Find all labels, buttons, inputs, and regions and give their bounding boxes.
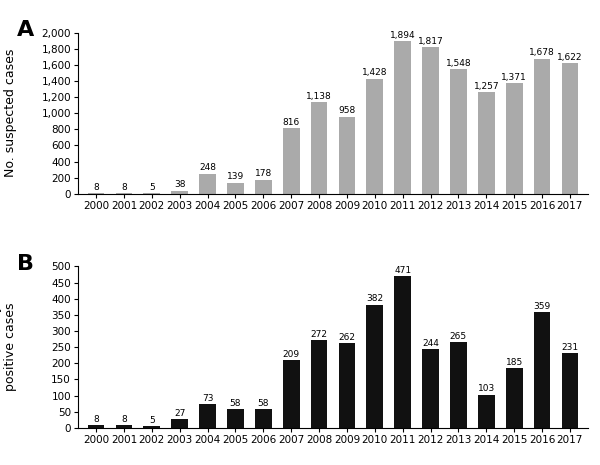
Text: 8: 8 [93, 415, 99, 424]
Text: 382: 382 [366, 294, 383, 303]
Text: 1,678: 1,678 [529, 48, 555, 57]
Bar [227, 409, 244, 428]
Text: 8: 8 [121, 183, 127, 192]
Text: 1,138: 1,138 [306, 92, 332, 100]
Text: 185: 185 [506, 358, 523, 367]
Bar [199, 404, 216, 428]
Text: 27: 27 [174, 409, 185, 418]
Bar [311, 340, 328, 428]
Text: 958: 958 [338, 106, 356, 115]
Bar [533, 312, 550, 428]
Text: 471: 471 [394, 266, 411, 274]
Text: 265: 265 [450, 332, 467, 341]
Bar [367, 305, 383, 428]
Bar [283, 128, 299, 194]
Text: 272: 272 [311, 330, 328, 339]
Text: 103: 103 [478, 384, 495, 393]
Bar [255, 409, 272, 428]
Bar [562, 353, 578, 428]
Text: 178: 178 [255, 169, 272, 178]
Text: 244: 244 [422, 339, 439, 348]
Bar [506, 83, 523, 194]
Text: 248: 248 [199, 163, 216, 173]
Bar [450, 342, 467, 428]
Bar [422, 47, 439, 194]
Bar [533, 59, 550, 194]
Text: B: B [17, 253, 34, 273]
Text: 58: 58 [230, 399, 241, 408]
Bar [338, 343, 355, 428]
Text: 1,894: 1,894 [390, 31, 415, 40]
Bar [367, 79, 383, 194]
Text: 359: 359 [533, 302, 551, 311]
Text: 8: 8 [93, 183, 99, 192]
Bar [116, 425, 133, 428]
Text: 1,257: 1,257 [473, 82, 499, 91]
Text: 8: 8 [121, 415, 127, 424]
Bar [394, 41, 411, 194]
Text: 1,428: 1,428 [362, 68, 388, 77]
Bar [478, 93, 494, 194]
Bar [116, 193, 133, 194]
Text: 73: 73 [202, 394, 214, 403]
Y-axis label: No. suspected cases: No. suspected cases [4, 49, 17, 178]
Bar [88, 193, 104, 194]
Text: 262: 262 [338, 333, 355, 342]
Text: 1,548: 1,548 [446, 59, 471, 67]
Text: 231: 231 [562, 343, 578, 352]
Text: 209: 209 [283, 350, 300, 359]
Bar [283, 360, 299, 428]
Text: A: A [17, 20, 34, 40]
Bar [255, 179, 272, 194]
Y-axis label: No. laboratory-
positive cases: No. laboratory- positive cases [0, 300, 17, 394]
Text: 38: 38 [174, 180, 185, 189]
Text: 5: 5 [149, 416, 155, 425]
Bar [172, 191, 188, 194]
Bar [506, 368, 523, 428]
Bar [422, 349, 439, 428]
Bar [450, 69, 467, 194]
Bar [311, 102, 328, 194]
Text: 816: 816 [283, 118, 300, 126]
Text: 1,371: 1,371 [501, 73, 527, 82]
Bar [338, 117, 355, 194]
Text: 5: 5 [149, 183, 155, 192]
Bar [478, 395, 494, 428]
Text: 1,622: 1,622 [557, 53, 583, 61]
Text: 1,817: 1,817 [418, 37, 443, 46]
Bar [199, 174, 216, 194]
Bar [394, 276, 411, 428]
Bar [227, 183, 244, 194]
Text: 58: 58 [257, 399, 269, 408]
Text: 139: 139 [227, 172, 244, 181]
Bar [172, 419, 188, 428]
Bar [143, 426, 160, 428]
Bar [88, 425, 104, 428]
Bar [562, 63, 578, 194]
